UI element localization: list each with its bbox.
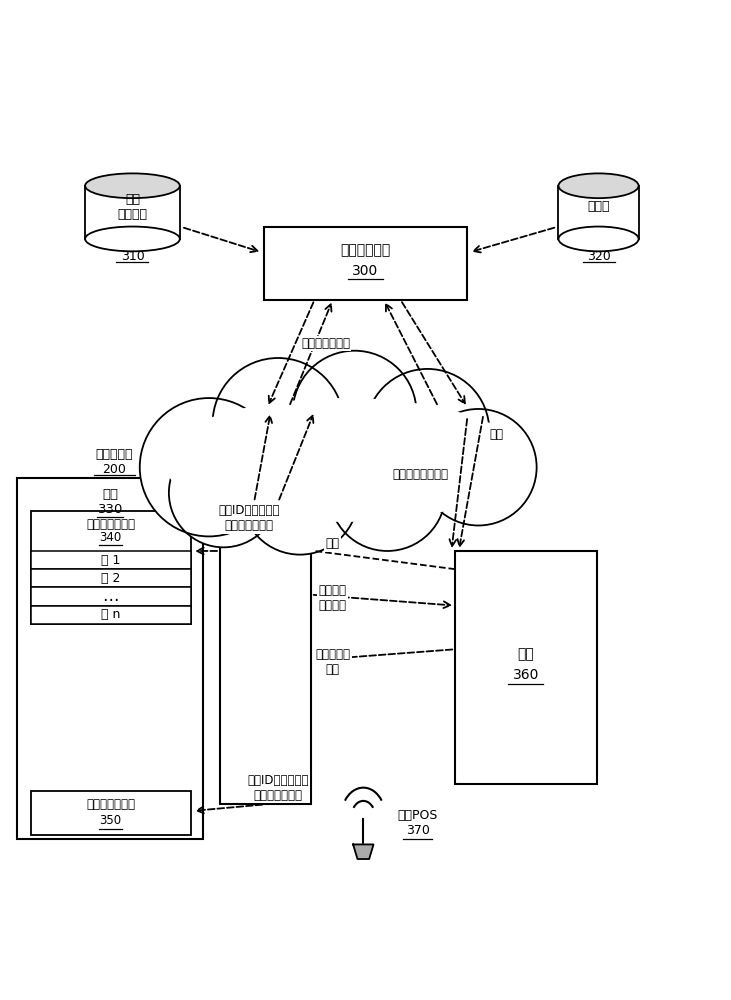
Text: 计算机网络: 计算机网络 — [96, 448, 133, 461]
Text: 用户支付服务: 用户支付服务 — [341, 243, 390, 257]
Text: 卡选择、支付请求: 卡选择、支付请求 — [392, 468, 448, 481]
Text: 奖励数据、
推荐: 奖励数据、 推荐 — [315, 648, 350, 676]
Text: 370: 370 — [406, 824, 430, 837]
Bar — [31, 791, 191, 835]
Text: …: … — [102, 587, 119, 605]
Circle shape — [242, 438, 358, 555]
Text: 卡选择、
支付请求: 卡选择、 支付请求 — [319, 584, 346, 612]
Bar — [31, 551, 191, 569]
Text: 320: 320 — [587, 250, 610, 263]
Circle shape — [292, 351, 417, 475]
Text: 用户: 用户 — [102, 488, 118, 501]
Ellipse shape — [85, 227, 180, 251]
Text: 200: 200 — [102, 463, 126, 476]
Bar — [220, 502, 311, 804]
Text: 卡 2: 卡 2 — [101, 572, 121, 585]
Text: 卡 n: 卡 n — [101, 608, 121, 621]
Ellipse shape — [85, 173, 180, 198]
Text: 客户ID、卡数据、
便携式配置文件: 客户ID、卡数据、 便携式配置文件 — [247, 774, 309, 802]
Polygon shape — [353, 844, 374, 859]
Text: 310: 310 — [121, 250, 144, 263]
Text: 360: 360 — [512, 668, 539, 682]
Bar — [31, 511, 191, 624]
Ellipse shape — [162, 398, 526, 522]
Circle shape — [169, 438, 278, 547]
Text: 340: 340 — [99, 531, 122, 544]
Text: 非接触式支付卡: 非接触式支付卡 — [86, 518, 135, 531]
Bar — [31, 587, 191, 606]
Text: 卡 1: 卡 1 — [101, 554, 121, 567]
Text: 330: 330 — [97, 503, 123, 516]
Circle shape — [420, 409, 537, 525]
Text: 300: 300 — [352, 264, 379, 278]
Ellipse shape — [558, 227, 639, 251]
Bar — [18, 478, 203, 839]
Text: 收据: 收据 — [326, 537, 340, 550]
Ellipse shape — [85, 173, 180, 198]
Text: 奖励数据、推荐: 奖励数据、推荐 — [301, 337, 350, 350]
Bar — [455, 551, 596, 784]
Text: 便携式配置文件: 便携式配置文件 — [86, 798, 135, 811]
Text: 收据: 收据 — [490, 428, 504, 441]
Bar — [31, 606, 191, 624]
Text: 无线POS: 无线POS — [398, 809, 438, 822]
Circle shape — [366, 369, 489, 493]
Circle shape — [140, 398, 278, 536]
Bar — [85, 186, 180, 239]
Bar — [558, 186, 639, 239]
Text: 用户
配置文件: 用户 配置文件 — [118, 193, 148, 221]
Text: 350: 350 — [99, 814, 121, 827]
Ellipse shape — [558, 173, 639, 198]
Ellipse shape — [558, 173, 639, 198]
Bar — [31, 569, 191, 587]
Text: 卡奖励: 卡奖励 — [587, 200, 610, 213]
Circle shape — [329, 434, 446, 551]
Circle shape — [213, 358, 344, 489]
Text: 客户ID、卡数据、
便携式配置文件: 客户ID、卡数据、 便携式配置文件 — [219, 504, 280, 532]
Text: 商户: 商户 — [518, 647, 534, 661]
Bar — [264, 227, 467, 300]
